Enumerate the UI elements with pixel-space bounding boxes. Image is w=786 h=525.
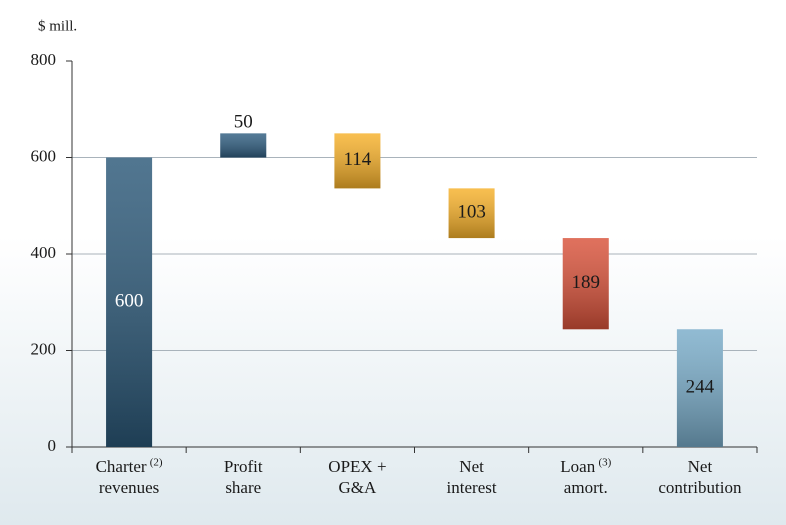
x-tick-label: G&A: [339, 478, 378, 497]
bar-shade: [562, 238, 609, 330]
data-label: 189: [572, 272, 601, 293]
y-tick-label: 200: [31, 339, 57, 358]
data-label: 103: [457, 202, 486, 223]
data-label: 114: [344, 149, 372, 170]
y-tick-label: 600: [31, 146, 57, 165]
x-tick-label: contribution: [658, 478, 742, 497]
x-tick-label: revenues: [99, 478, 159, 497]
data-label: 600: [115, 291, 144, 312]
footnote: (3): [598, 457, 611, 469]
data-label: 50: [234, 112, 253, 133]
x-tick-label: amort.: [564, 478, 608, 497]
x-tick-label: share: [225, 478, 261, 497]
bar-shade: [106, 157, 153, 447]
bar-shade: [220, 133, 267, 158]
x-tick-label: Profit: [224, 457, 263, 476]
footnote: (2): [150, 457, 163, 469]
y-tick-label: 0: [48, 436, 57, 455]
x-tick-label: Loan: [560, 457, 595, 476]
bar-shade: [334, 133, 381, 189]
x-tick-label: Charter: [96, 457, 147, 476]
x-tick-label: Net: [688, 457, 713, 476]
y-axis-label: $ mill.: [38, 18, 77, 34]
bar-shade: [448, 188, 495, 239]
x-tick-label: Net: [459, 457, 484, 476]
x-tick-label: OPEX +: [328, 457, 386, 476]
bar-shade: [676, 329, 723, 447]
y-tick-label: 400: [31, 243, 57, 262]
x-tick-label: interest: [447, 478, 497, 497]
y-tick-label: 800: [31, 50, 57, 69]
data-label: 244: [686, 376, 715, 397]
